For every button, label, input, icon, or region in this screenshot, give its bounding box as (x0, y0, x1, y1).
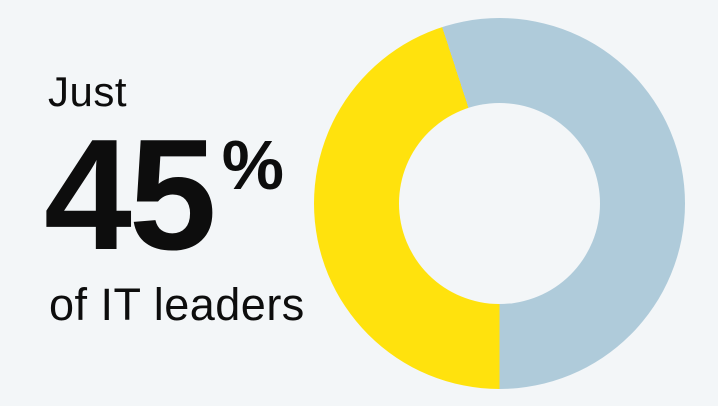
donut-chart (314, 18, 685, 389)
headline-subject: of IT leaders (49, 279, 305, 330)
percent-sign: % (221, 126, 284, 204)
headline-prefix: Just (48, 68, 128, 115)
donut-hole (399, 103, 600, 304)
stat-line: 45% (44, 116, 284, 274)
stat-number: 45 (44, 107, 217, 283)
